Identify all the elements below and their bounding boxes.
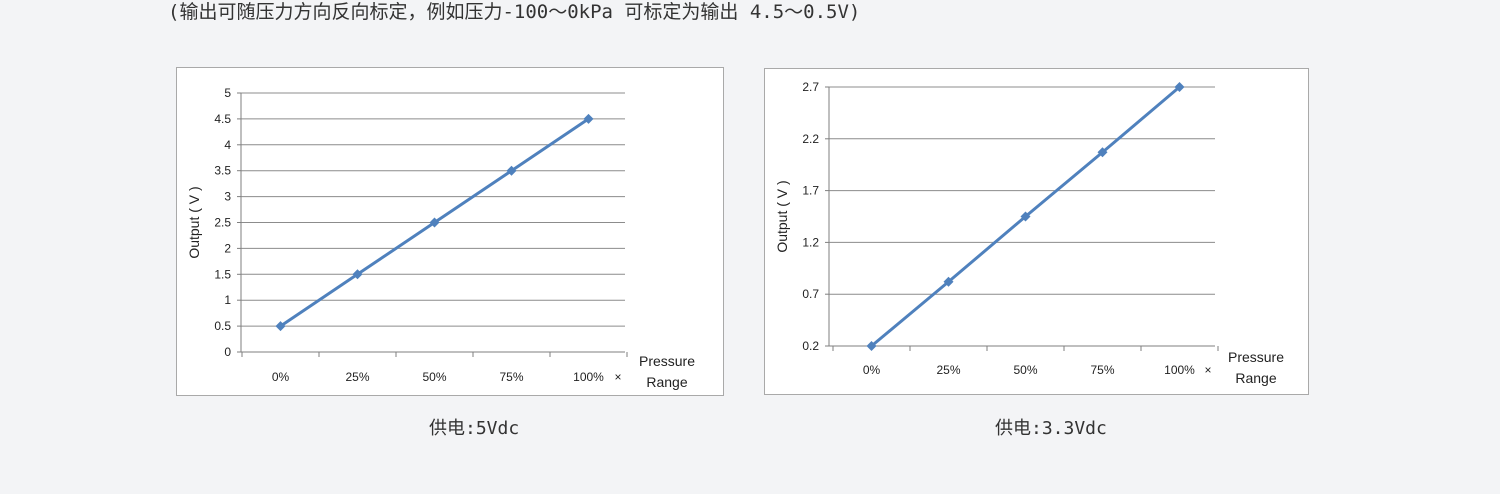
y-tick-label: 1 (224, 293, 231, 307)
data-point-marker (352, 269, 363, 280)
y-axis-label: Output ( V ) (774, 180, 790, 252)
x-tick-label: 100% (573, 370, 604, 384)
x-axis-marker: × (1204, 363, 1211, 377)
output-chart-3v3: 0.2 0.7 1.2 1.7 2.2 2.7 0% 25% 50% 75% 100% Output … (774, 80, 1284, 386)
x-tick-label: 0% (272, 370, 290, 384)
x-tick-label: 75% (1090, 363, 1114, 377)
x-tick-label: 25% (345, 370, 369, 384)
y-tick-label: 4 (224, 138, 231, 152)
x-tick-label: 50% (1013, 363, 1037, 377)
data-point-marker (1097, 147, 1108, 158)
y-tick-label: 2.7 (802, 80, 819, 94)
x-tick-label: 75% (499, 370, 523, 384)
x-tick-label: 0% (863, 363, 881, 377)
x-axis-label: Pressure Range (639, 353, 695, 390)
y-tick-label: 5 (224, 86, 231, 100)
y-tick-label: 4.5 (214, 112, 231, 126)
x-axis-label: Pressure Range (1228, 349, 1284, 386)
x-tick-label: 100% (1164, 363, 1195, 377)
y-tick-label: 1.5 (214, 267, 231, 281)
y-tick-label: 3 (224, 190, 231, 204)
x-axis-marker: × (614, 370, 621, 384)
chart-panel-3v3: 0.2 0.7 1.2 1.7 2.2 2.7 0% 25% 50% 75% 100% Output … (764, 68, 1309, 395)
data-point-marker (1174, 82, 1185, 92)
data-point-marker (866, 341, 877, 351)
x-tick-label: 50% (422, 370, 446, 384)
y-tick-label: 0.2 (802, 339, 819, 353)
y-tick-label: 0.5 (214, 319, 231, 333)
data-point-marker (506, 165, 517, 176)
y-tick-label: 1.2 (802, 235, 819, 249)
y-tick-label: 2.5 (214, 216, 231, 230)
data-point-marker (1020, 211, 1031, 222)
data-point-marker (943, 276, 954, 287)
chart-panel-5v: 0 0.5 1 1.5 2 2.5 3 3.5 4 4.5 5 0% 25% 50% 75% 100% Outp… (176, 67, 724, 396)
calibration-note: (输出可随压力方向反向标定，例如压力-100～0kPa 可标定为输出 4.5～0… (168, 1, 861, 23)
caption-3v3: 供电:3.3Vdc (995, 418, 1107, 439)
caption-5v: 供电:5Vdc (429, 418, 520, 439)
y-tick-label: 2.2 (802, 132, 819, 146)
y-tick-label: 1.7 (802, 184, 819, 198)
data-point-marker (429, 217, 440, 228)
y-axis-label: Output ( V ) (186, 186, 202, 258)
data-point-marker (275, 321, 286, 332)
y-tick-label: 0 (224, 345, 231, 359)
y-tick-label: 3.5 (214, 164, 231, 178)
output-chart-5v: 00.511.522.533.544.550% 25% 50% 75% 100%Outp… (186, 86, 695, 390)
y-tick-label: 0.7 (802, 287, 819, 301)
data-point-marker (583, 113, 594, 124)
y-tick-label: 2 (224, 241, 231, 255)
x-tick-label: 25% (936, 363, 960, 377)
